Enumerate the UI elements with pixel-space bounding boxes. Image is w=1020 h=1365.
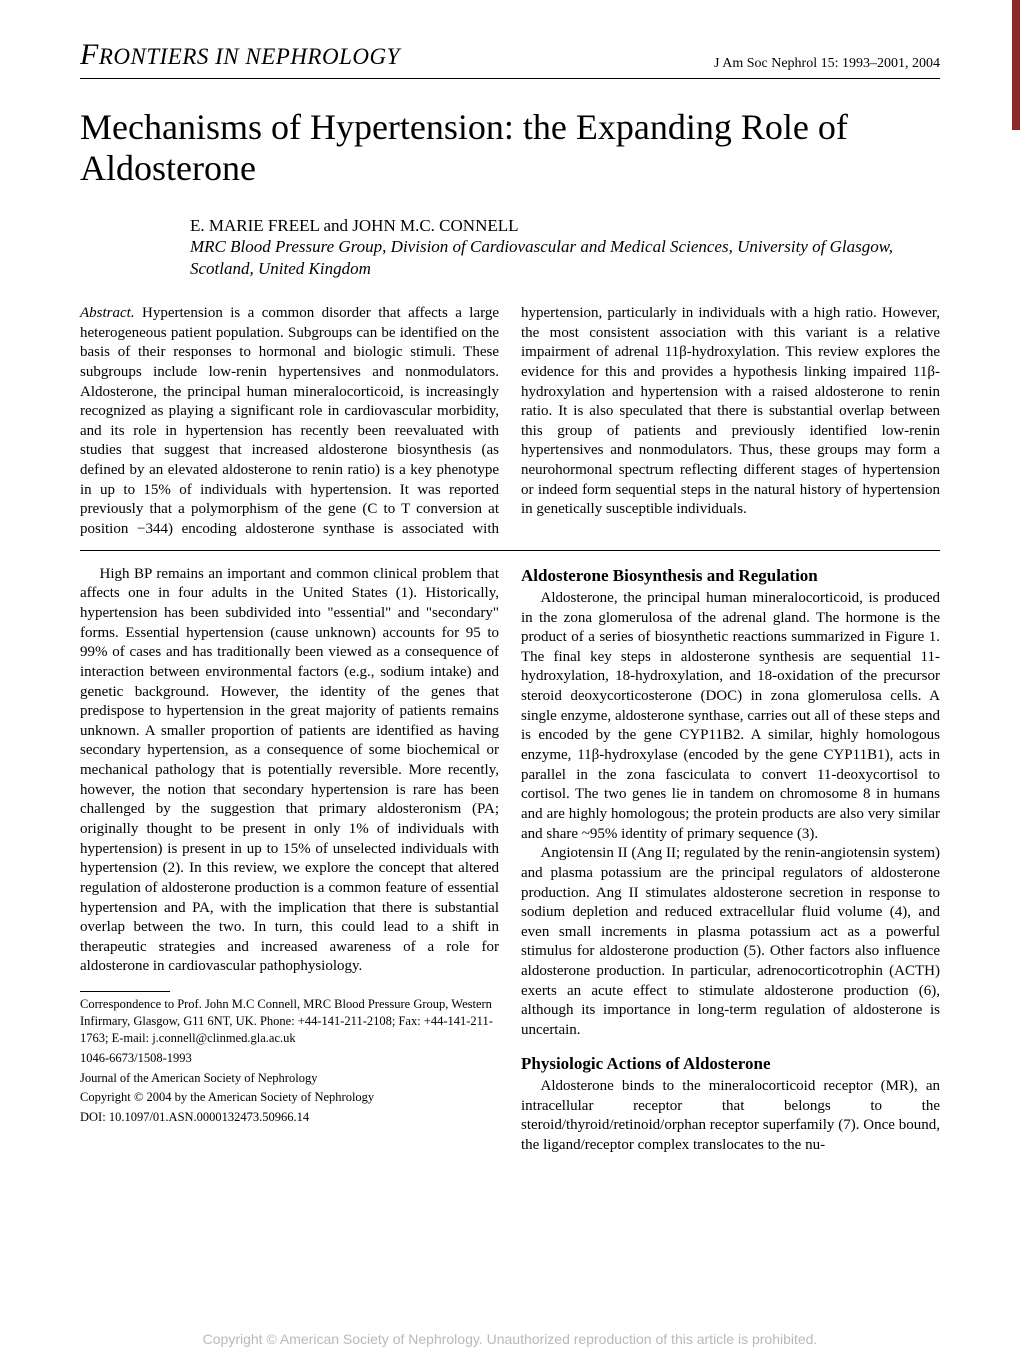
- header-citation: J Am Soc Nephrol 15: 1993–2001, 2004: [714, 56, 940, 72]
- footnote-copyright: Copyright © 2004 by the American Society…: [80, 1089, 499, 1106]
- header-rule: [80, 78, 940, 79]
- decorative-red-bar: [1012, 0, 1020, 130]
- footnote-correspondence: Correspondence to Prof. John M.C Connell…: [80, 996, 499, 1047]
- dropcap-f: F: [80, 38, 99, 71]
- abstract-rule: [80, 550, 940, 551]
- section-name-text: RONTIERS IN NEPHROLOGY: [99, 44, 400, 69]
- biosynthesis-para-1: Aldosterone, the principal human mineral…: [521, 589, 940, 844]
- body-columns: High BP remains an important and common …: [80, 565, 940, 1156]
- abstract-label: Abstract.: [80, 305, 135, 321]
- authors-block: E. MARIE FREEL and JOHN M.C. CONNELL MRC…: [190, 216, 940, 280]
- article-title: Mechanisms of Hypertension: the Expandin…: [80, 107, 940, 190]
- footnote-doi: DOI: 10.1097/01.ASN.0000132473.50966.14: [80, 1109, 499, 1126]
- affiliation: MRC Blood Pressure Group, Division of Ca…: [190, 236, 940, 280]
- footnote-journal: Journal of the American Society of Nephr…: [80, 1070, 499, 1087]
- footnotes: Correspondence to Prof. John M.C Connell…: [80, 996, 499, 1126]
- footnote-issn: 1046-6673/1508-1993: [80, 1050, 499, 1067]
- section-heading-biosynthesis: Aldosterone Biosynthesis and Regulation: [521, 565, 940, 587]
- abstract-text: Hypertension is a common disorder that a…: [80, 305, 940, 537]
- abstract: Abstract. Hypertension is a common disor…: [80, 304, 940, 540]
- section-heading-physiologic: Physiologic Actions of Aldosterone: [521, 1053, 940, 1075]
- intro-paragraph: High BP remains an important and common …: [80, 565, 499, 977]
- physiologic-para-1: Aldosterone binds to the mineralocortico…: [521, 1077, 940, 1156]
- page: FRONTIERS IN NEPHROLOGY J Am Soc Nephrol…: [0, 0, 1020, 1365]
- journal-section-name: FRONTIERS IN NEPHROLOGY: [80, 38, 400, 72]
- biosynthesis-para-2: Angiotensin II (Ang II; regulated by the…: [521, 844, 940, 1040]
- footer-copyright: Copyright © American Society of Nephrolo…: [0, 1331, 1020, 1347]
- footnote-separator: [80, 991, 170, 992]
- page-header: FRONTIERS IN NEPHROLOGY J Am Soc Nephrol…: [80, 38, 940, 72]
- authors: E. MARIE FREEL and JOHN M.C. CONNELL: [190, 216, 940, 236]
